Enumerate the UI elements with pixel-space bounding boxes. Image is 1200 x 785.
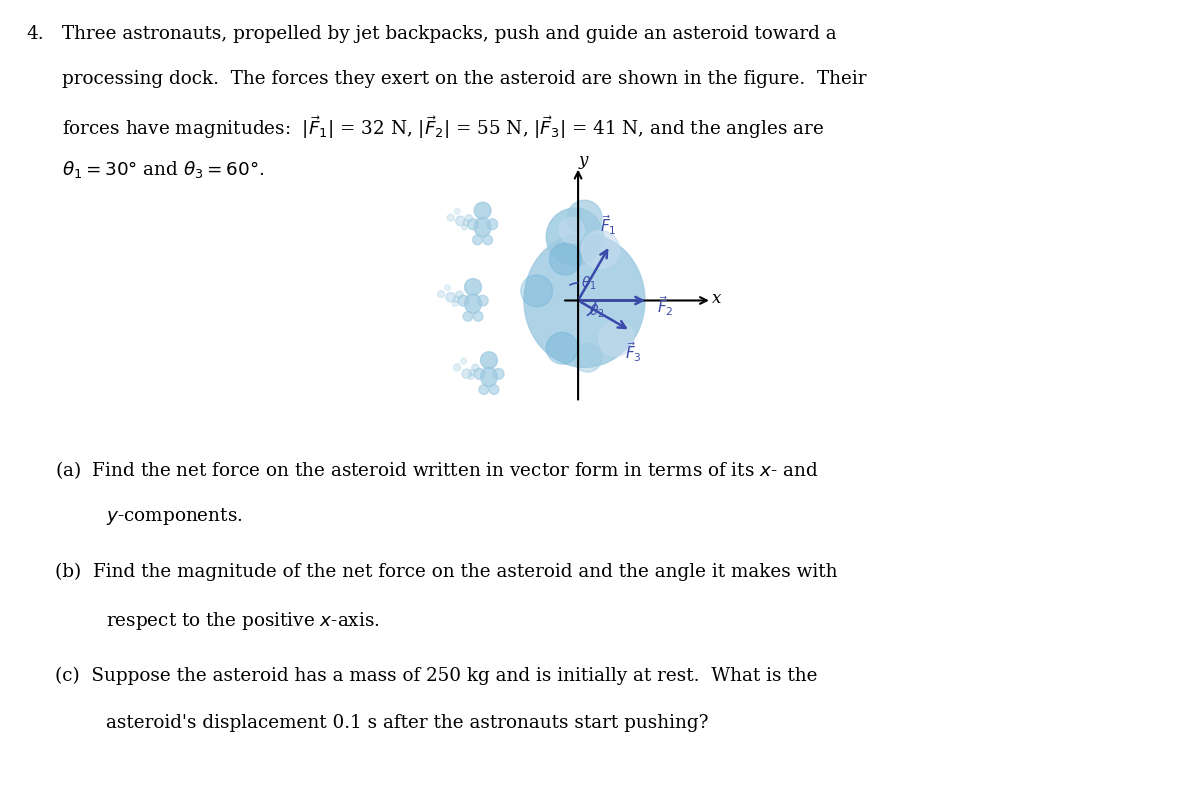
Ellipse shape — [464, 294, 481, 313]
Text: $\theta_2$: $\theta_2$ — [589, 303, 605, 320]
Text: $\vec{F}_3$: $\vec{F}_3$ — [625, 340, 642, 364]
Circle shape — [574, 344, 602, 372]
Text: $\theta_1 = 30°$ and $\theta_3 = 60°$.: $\theta_1 = 30°$ and $\theta_3 = 60°$. — [62, 159, 265, 181]
Circle shape — [462, 369, 472, 378]
Circle shape — [546, 332, 578, 364]
Circle shape — [464, 279, 481, 295]
Circle shape — [490, 385, 499, 394]
Circle shape — [480, 352, 498, 369]
Circle shape — [445, 285, 450, 290]
Text: Three astronauts, propelled by jet backpacks, push and guide an asteroid toward : Three astronauts, propelled by jet backp… — [62, 25, 838, 43]
Text: $\vec{F}_2$: $\vec{F}_2$ — [658, 294, 673, 318]
Circle shape — [454, 296, 460, 302]
Circle shape — [455, 209, 460, 214]
Text: asteroid's displacement 0.1 s after the astronauts start pushing?: asteroid's displacement 0.1 s after the … — [106, 714, 708, 732]
Circle shape — [550, 243, 581, 275]
Circle shape — [479, 385, 488, 394]
Circle shape — [469, 369, 475, 375]
Circle shape — [521, 275, 553, 307]
Circle shape — [463, 220, 469, 226]
Circle shape — [493, 368, 504, 379]
Circle shape — [468, 219, 479, 230]
Circle shape — [478, 295, 488, 306]
Circle shape — [559, 217, 584, 243]
Circle shape — [466, 214, 473, 222]
Text: $\theta_1$: $\theta_1$ — [581, 274, 598, 292]
Circle shape — [463, 312, 473, 321]
Circle shape — [462, 225, 467, 230]
Circle shape — [456, 291, 463, 298]
Text: x: x — [712, 290, 721, 308]
Circle shape — [446, 293, 456, 302]
Circle shape — [487, 219, 498, 230]
Circle shape — [473, 312, 484, 321]
Text: processing dock.  The forces they exert on the asteroid are shown in the figure.: processing dock. The forces they exert o… — [62, 70, 866, 88]
Circle shape — [482, 236, 492, 245]
Circle shape — [456, 216, 466, 225]
Circle shape — [461, 358, 467, 363]
Circle shape — [581, 231, 619, 268]
Ellipse shape — [481, 367, 497, 387]
Ellipse shape — [474, 217, 491, 237]
Circle shape — [472, 364, 479, 371]
Circle shape — [566, 200, 602, 236]
Text: (c)  Suppose the asteroid has a mass of 250 kg and is initially at rest.  What i: (c) Suppose the asteroid has a mass of 2… — [55, 666, 817, 685]
Text: 4.: 4. — [26, 25, 44, 43]
Text: (a)  Find the net force on the asteroid written in vector form in terms of its $: (a) Find the net force on the asteroid w… — [55, 459, 818, 481]
Text: $\vec{F}_1$: $\vec{F}_1$ — [600, 214, 617, 237]
Circle shape — [438, 290, 445, 298]
Circle shape — [474, 203, 491, 219]
Circle shape — [599, 321, 634, 356]
Circle shape — [458, 295, 469, 306]
Circle shape — [452, 301, 457, 306]
Text: respect to the positive $x$-axis.: respect to the positive $x$-axis. — [106, 610, 379, 632]
Text: (b)  Find the magnitude of the net force on the asteroid and the angle it makes : (b) Find the magnitude of the net force … — [55, 563, 838, 581]
Text: forces have magnitudes:  $|\vec{F}_1|$ = 32 N, $|\vec{F}_2|$ = 55 N, $|\vec{F}_3: forces have magnitudes: $|\vec{F}_1|$ = … — [62, 115, 824, 141]
Circle shape — [546, 208, 604, 265]
Circle shape — [468, 374, 474, 380]
Text: $y$-components.: $y$-components. — [106, 506, 242, 528]
Circle shape — [474, 368, 485, 379]
Ellipse shape — [524, 234, 644, 367]
Text: y: y — [580, 152, 588, 169]
Circle shape — [454, 363, 461, 371]
Circle shape — [473, 236, 482, 245]
Circle shape — [448, 214, 455, 221]
